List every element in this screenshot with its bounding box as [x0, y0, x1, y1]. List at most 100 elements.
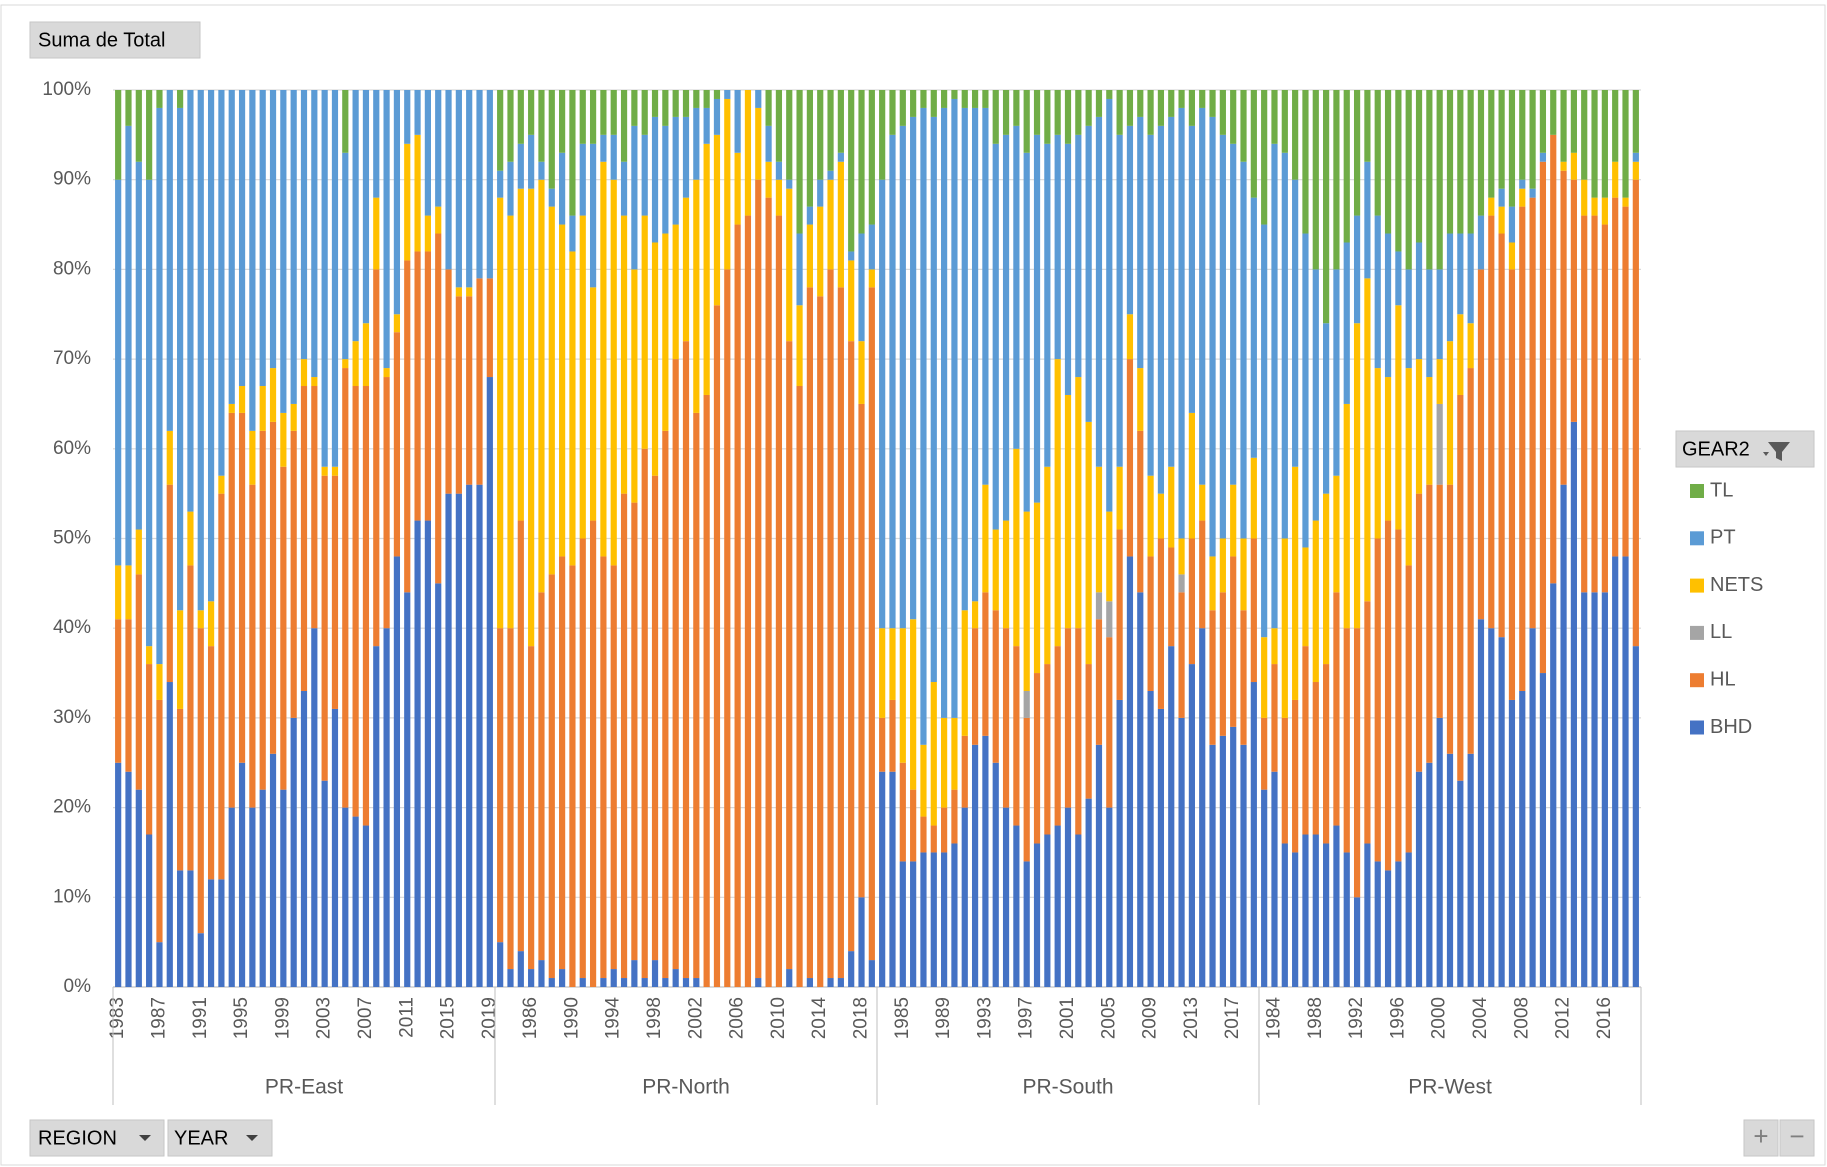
bar-segment [992, 529, 999, 611]
bar-segment [589, 90, 597, 144]
bar-segment [197, 90, 204, 611]
bar-segment [992, 610, 999, 763]
bar-segment [899, 628, 906, 763]
bar-segment [1271, 90, 1278, 144]
bar-segment [455, 90, 462, 288]
bar-segment [930, 852, 937, 987]
group-label: PR-North [642, 1076, 730, 1099]
bar-segment [1436, 484, 1443, 718]
bar-segment [868, 90, 875, 225]
bar-segment [1292, 466, 1299, 700]
bar-segment [207, 879, 215, 987]
bar-segment [992, 762, 999, 987]
value-button-label[interactable]: Suma de Total [38, 29, 166, 51]
bar-segment [1013, 448, 1020, 647]
bar-segment [703, 394, 710, 988]
bar-segment [331, 90, 339, 467]
bar-segment [1261, 789, 1268, 987]
bar-segment [899, 762, 906, 862]
bar-segment [1622, 197, 1629, 207]
bar-segment [868, 960, 875, 987]
zoom-in-button[interactable] [1743, 1119, 1779, 1157]
bar-segment [218, 493, 225, 880]
bar-segment [672, 359, 679, 970]
bar-segment [280, 90, 287, 413]
bar-segment [156, 90, 163, 108]
bar-segment [507, 161, 514, 216]
bar-segment [631, 269, 638, 503]
bar-segment [682, 90, 690, 117]
bar-segment [1075, 628, 1082, 835]
bar-segment [125, 619, 132, 772]
bar-segment [693, 978, 700, 987]
filter-icon[interactable] [1763, 442, 1790, 461]
region-button[interactable] [29, 1119, 165, 1157]
bar-segment [331, 475, 339, 709]
bar-segment [538, 161, 545, 180]
bar-segment [1467, 753, 1474, 987]
bar-segment [1488, 197, 1495, 216]
bar-segment [1395, 90, 1402, 252]
zoom-out-button[interactable] [1779, 1119, 1815, 1157]
y-tick-label: 0% [64, 976, 92, 997]
bar-segment [899, 861, 906, 987]
bar-segment [177, 708, 184, 871]
bar-segment [115, 90, 122, 180]
bar-segment [362, 825, 370, 987]
bar-segment [177, 610, 184, 709]
bar-segment [662, 233, 669, 431]
bar-segment [806, 287, 813, 979]
bar-segment [610, 134, 617, 180]
bar-segment [290, 90, 297, 404]
bar-segment [1622, 90, 1629, 198]
bar-segment [1219, 90, 1226, 135]
bar-segment [528, 134, 535, 189]
bar-segment [724, 90, 731, 99]
legend-title[interactable]: GEAR2 [1682, 438, 1750, 460]
bar-segment [538, 90, 545, 162]
bar-segment [1281, 717, 1288, 844]
bar-segment [755, 978, 762, 987]
bar-segment [682, 116, 690, 198]
bar-segment [517, 520, 524, 952]
bar-segment [961, 735, 968, 808]
bar-segment [424, 520, 431, 987]
bar-segment [373, 197, 380, 270]
bar-segment [682, 197, 690, 342]
zoom-out-label[interactable]: − [1789, 1121, 1804, 1151]
region-button-label[interactable]: REGION [38, 1127, 117, 1149]
bar-segment [1457, 394, 1464, 781]
bar-segment [1044, 143, 1051, 467]
bar-segment [569, 215, 576, 252]
bar-segment [858, 897, 865, 987]
legend-filter-button[interactable] [1675, 430, 1815, 468]
y-tick-label: 80% [53, 258, 91, 279]
zoom-in-label[interactable]: + [1753, 1121, 1768, 1151]
x-tick-label: 2001 [1057, 997, 1078, 1039]
bar-segment [1364, 278, 1371, 602]
x-tick-label: 2010 [768, 997, 789, 1039]
bar-segment [1353, 628, 1361, 898]
bar-segment [414, 134, 421, 252]
bar-segment [342, 368, 349, 808]
bar-segment [1312, 834, 1319, 987]
bar-segment [1044, 664, 1051, 835]
bar-segment [1415, 771, 1423, 987]
bar-segment [1364, 90, 1371, 162]
bar-segment [249, 90, 256, 431]
value-button[interactable] [29, 21, 201, 59]
dropdown-arrow [246, 1135, 258, 1141]
x-tick-label: 2011 [396, 997, 417, 1038]
bar-segment [125, 90, 132, 126]
bar-segment [177, 870, 184, 987]
bar-segment [920, 107, 927, 745]
bar-segment [476, 278, 483, 485]
bar-segment [156, 699, 163, 943]
year-button-label[interactable]: YEAR [174, 1127, 228, 1149]
bar-segment [765, 90, 772, 126]
bar-segment [311, 377, 318, 387]
bar-segment [786, 90, 793, 180]
bar-segment [517, 951, 524, 987]
bar-segment [1498, 188, 1505, 207]
bar-segment [1250, 197, 1257, 458]
